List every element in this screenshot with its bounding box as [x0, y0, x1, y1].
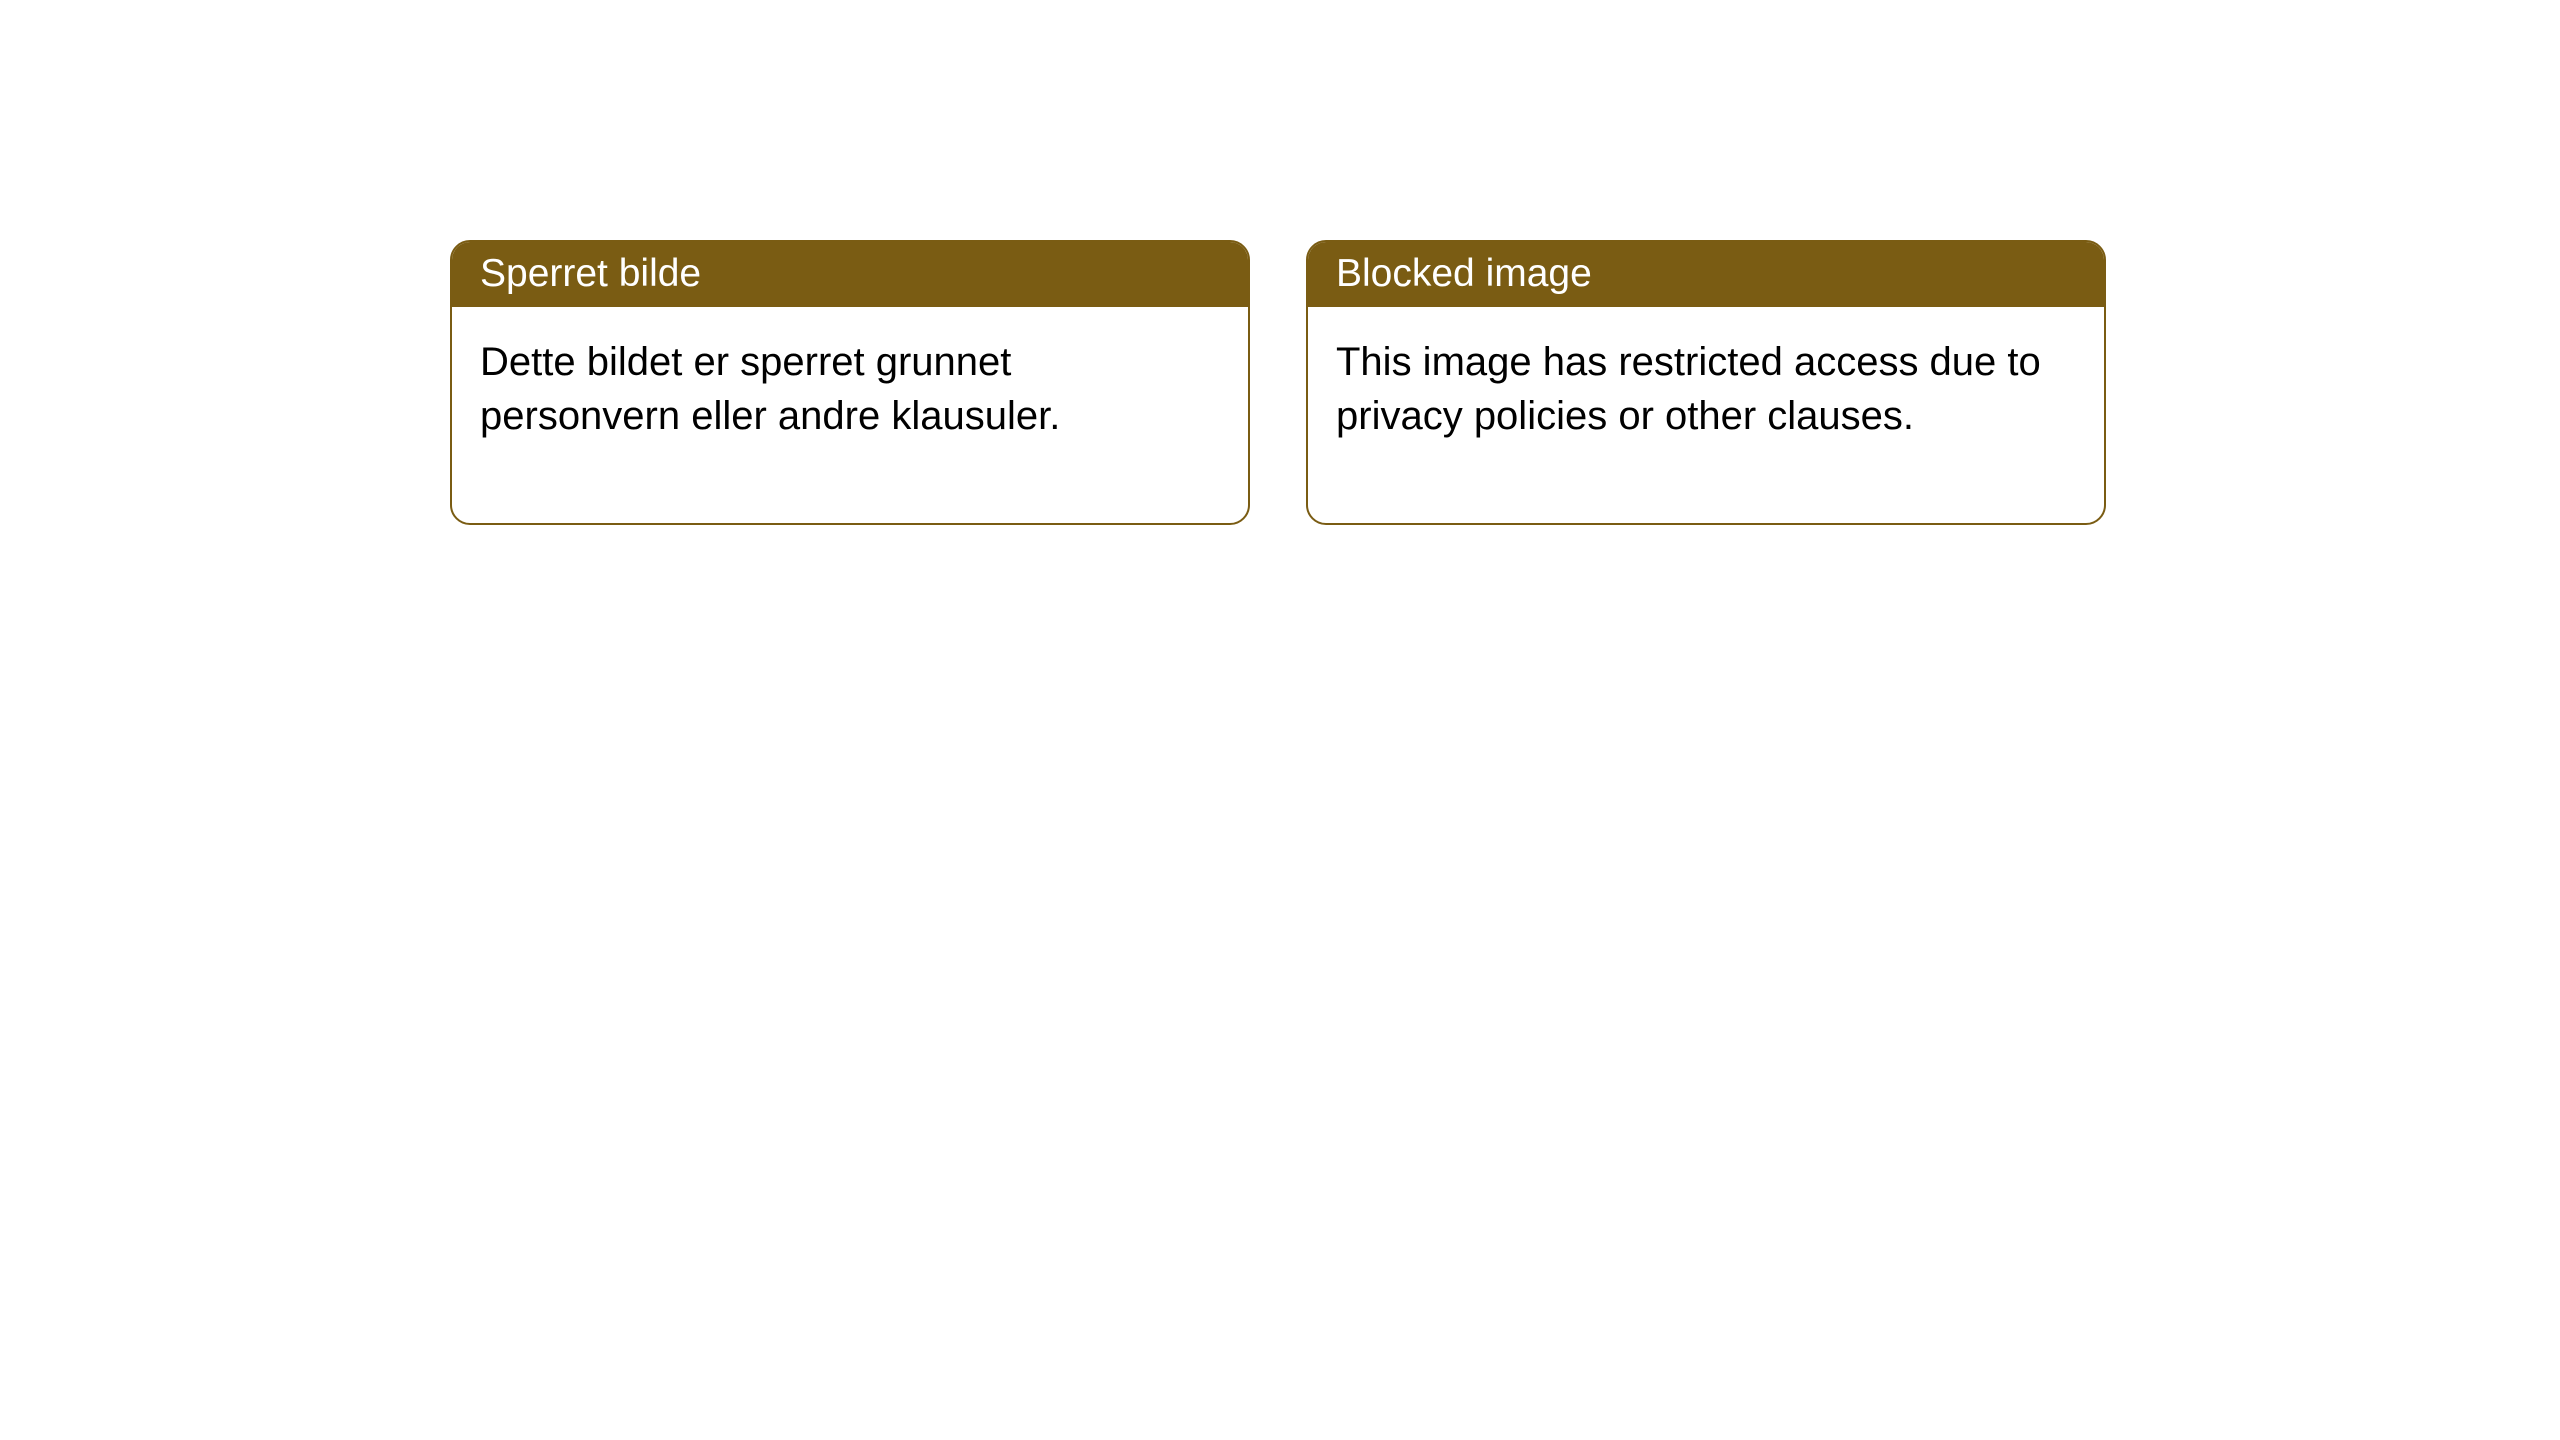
card-body: Dette bildet er sperret grunnet personve… — [452, 307, 1248, 523]
blocked-image-card-no: Sperret bilde Dette bildet er sperret gr… — [450, 240, 1250, 525]
card-header: Blocked image — [1308, 242, 2104, 307]
card-header: Sperret bilde — [452, 242, 1248, 307]
card-title: Sperret bilde — [480, 252, 701, 295]
card-body: This image has restricted access due to … — [1308, 307, 2104, 523]
card-body-text: Dette bildet er sperret grunnet personve… — [480, 340, 1060, 438]
card-body-text: This image has restricted access due to … — [1336, 340, 2041, 438]
notice-container: Sperret bilde Dette bildet er sperret gr… — [450, 240, 2106, 525]
card-title: Blocked image — [1336, 252, 1592, 295]
blocked-image-card-en: Blocked image This image has restricted … — [1306, 240, 2106, 525]
